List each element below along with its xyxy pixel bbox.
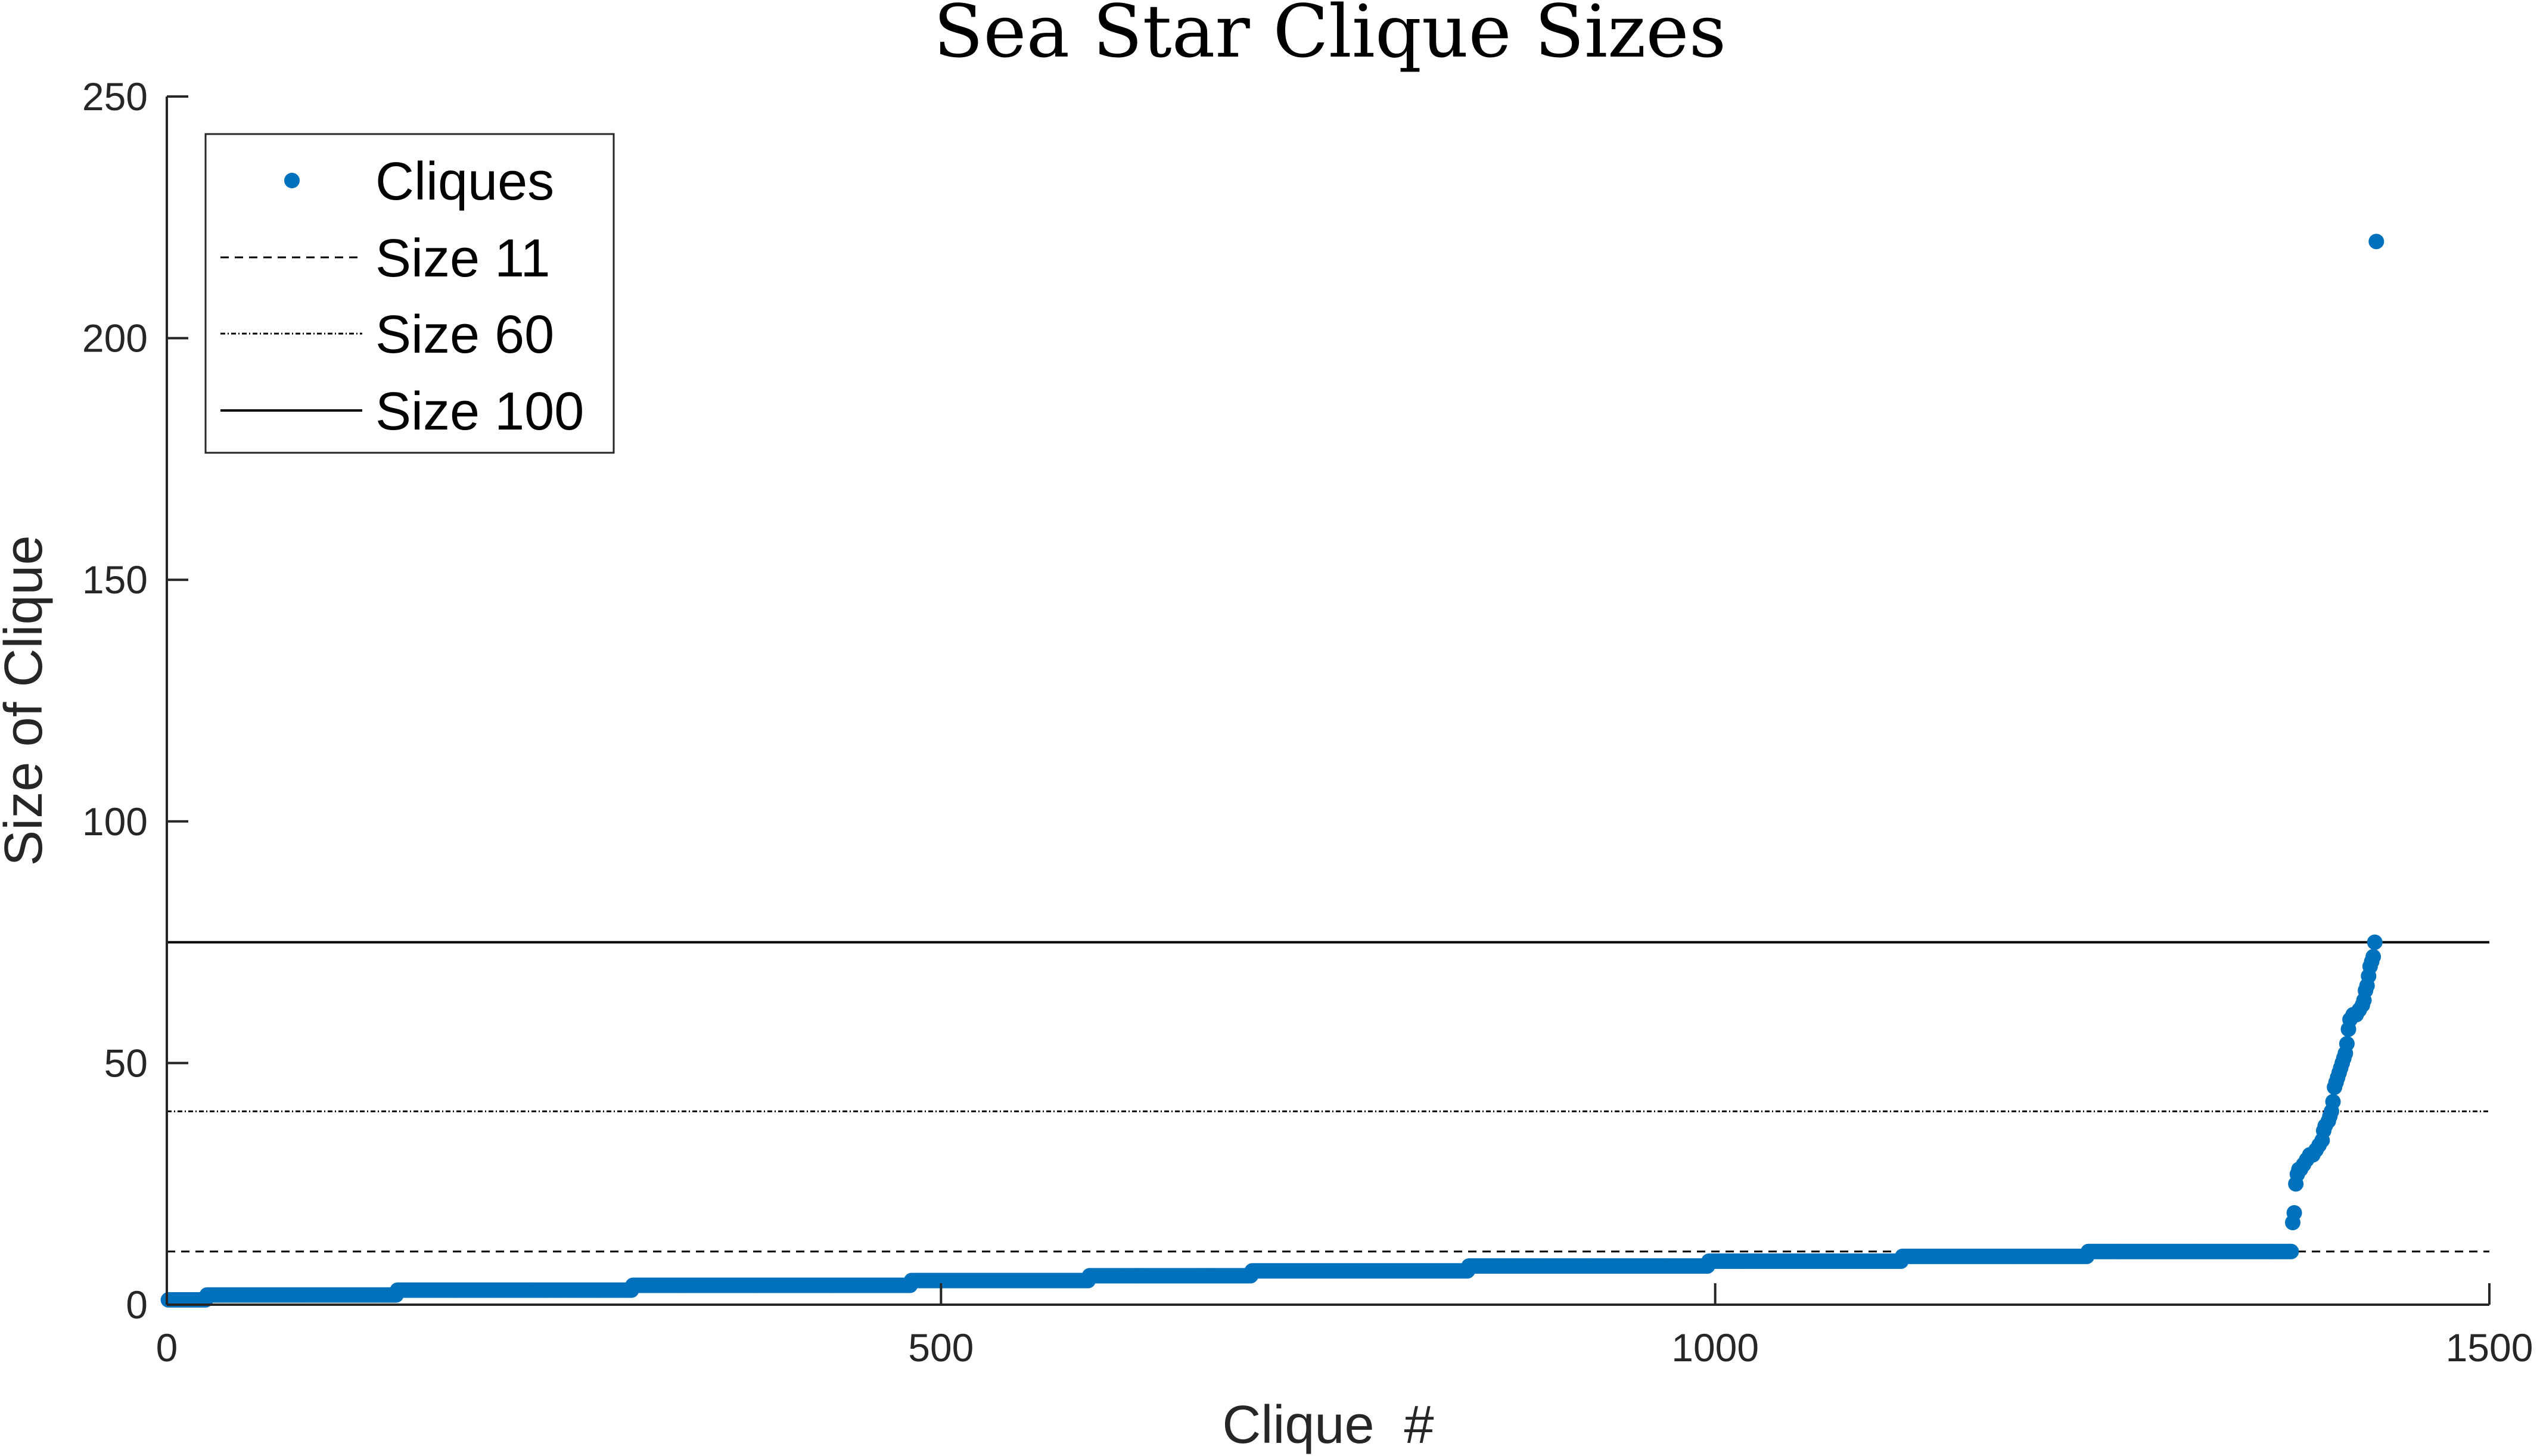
x-tick-label: 1000 bbox=[1671, 1326, 1759, 1370]
x-tick-label: 0 bbox=[156, 1326, 178, 1370]
x-tick-label: 500 bbox=[908, 1326, 974, 1370]
chart-title: Sea Star Clique Sizes bbox=[934, 0, 1726, 74]
y-axis-label: Size of Clique bbox=[0, 535, 54, 866]
legend-marker-cliques bbox=[284, 173, 300, 188]
y-tick-label: 200 bbox=[82, 316, 148, 360]
x-tick-label: 1500 bbox=[2446, 1326, 2533, 1370]
data-point bbox=[2325, 1094, 2341, 1110]
data-points bbox=[160, 234, 2384, 1308]
axes bbox=[166, 97, 2489, 1306]
legend-label: Size 100 bbox=[375, 382, 584, 441]
y-tick-label: 150 bbox=[82, 558, 148, 602]
x-axis-label: Clique # bbox=[1222, 1395, 1434, 1455]
y-tick-label: 0 bbox=[126, 1283, 148, 1327]
data-point bbox=[2283, 1243, 2299, 1259]
y-ticks: 0 50 100 150 200 250 bbox=[82, 74, 188, 1327]
legend-label: Cliques bbox=[375, 152, 554, 211]
data-point bbox=[2339, 1035, 2355, 1051]
y-tick-label: 100 bbox=[82, 799, 148, 844]
legend-label: Size 11 bbox=[375, 229, 551, 288]
y-tick-label: 250 bbox=[82, 74, 148, 119]
data-point bbox=[2286, 1205, 2302, 1221]
legend: Cliques Size 11 Size 60 Size 100 bbox=[204, 133, 615, 454]
data-point bbox=[2368, 234, 2384, 250]
y-tick-label: 50 bbox=[104, 1041, 148, 1085]
legend-label: Size 60 bbox=[375, 305, 554, 365]
legend-box bbox=[204, 133, 615, 454]
data-point bbox=[2367, 934, 2383, 950]
x-ticks: 0 500 1000 1500 bbox=[156, 1283, 2533, 1370]
data-point bbox=[2365, 948, 2382, 965]
